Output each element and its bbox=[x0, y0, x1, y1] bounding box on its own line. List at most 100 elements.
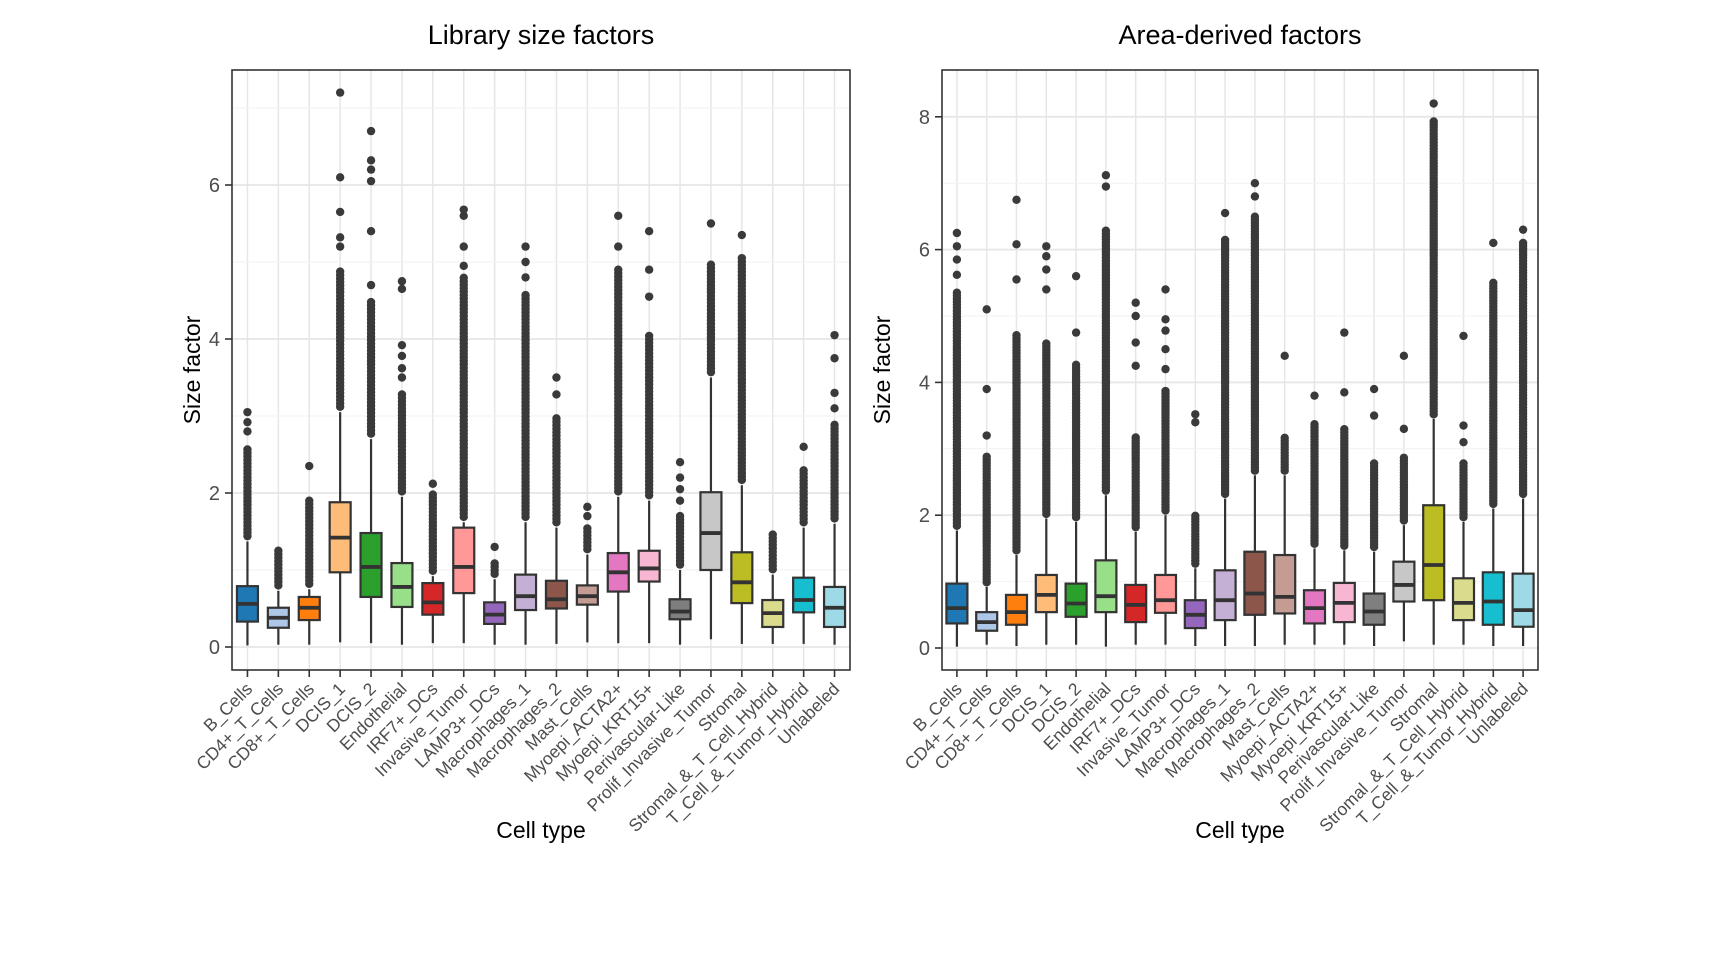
box-myoepi-krt15 bbox=[1332, 328, 1356, 645]
panel-title: Library size factors bbox=[428, 20, 655, 50]
panel-library-size-factors: 0 2 4 6 B_CellsCD4+_T_CellsCD8+_T_CellsDCIS_… bbox=[179, 20, 851, 843]
outliers-mast-cells bbox=[583, 502, 592, 554]
outliers-cd4-t-cells bbox=[274, 546, 283, 590]
outliers-t-cell-tumor-hybrid bbox=[799, 442, 808, 527]
box-irf7-dcs bbox=[1124, 298, 1148, 645]
outliers-macrophages-1 bbox=[521, 242, 530, 522]
box-perivascular-like bbox=[668, 458, 692, 645]
y-tick-label: 4 bbox=[919, 372, 930, 394]
outliers-prolif-invasive-tumor bbox=[706, 219, 716, 377]
box-cd4-t-cells bbox=[975, 305, 999, 645]
box-stromal bbox=[730, 230, 754, 644]
outliers-macrophages-2 bbox=[552, 373, 561, 527]
y-axis-title: Size factor bbox=[869, 315, 895, 424]
box-dcis-2 bbox=[359, 126, 383, 644]
box-t-cell-tumor-hybrid bbox=[1481, 238, 1505, 647]
box-t-cell-tumor-hybrid bbox=[792, 442, 816, 644]
y-axis-title: Size factor bbox=[179, 315, 205, 424]
box-cd4-t-cells bbox=[266, 546, 290, 645]
outliers-invasive-tumor bbox=[459, 205, 468, 522]
y-tick-label: 6 bbox=[209, 175, 220, 197]
x-axis: B_CellsCD4+_T_CellsCD8+_T_CellsDCIS_1DCI… bbox=[901, 670, 1532, 837]
outliers-stromal bbox=[1429, 99, 1438, 419]
box-dcis-1 bbox=[328, 88, 352, 643]
outliers-t-cell-tumor-hybrid bbox=[1489, 238, 1498, 509]
outliers-lamp3-dcs bbox=[490, 542, 499, 579]
box-macrophages-1 bbox=[513, 242, 538, 645]
box-myoepi-acta2 bbox=[1302, 391, 1327, 645]
box-mast-cells bbox=[575, 502, 599, 643]
gridlines bbox=[232, 70, 850, 670]
x-axis-title: Cell type bbox=[496, 817, 585, 843]
outliers-endothelial bbox=[1101, 171, 1111, 495]
outliers-endothelial bbox=[397, 277, 407, 496]
outliers-stromal-t-cell-hybrid bbox=[768, 530, 777, 574]
y-axis: 0 2 4 6 8 bbox=[919, 107, 942, 660]
outliers-invasive-tumor bbox=[1161, 285, 1170, 515]
box-dcis-2 bbox=[1064, 271, 1088, 645]
y-tick-label: 6 bbox=[919, 240, 930, 262]
panel-title: Area-derived factors bbox=[1118, 20, 1361, 50]
outliers-b-cells bbox=[243, 407, 252, 541]
box-endothelial bbox=[1094, 171, 1118, 647]
outliers-macrophages-2 bbox=[1250, 179, 1260, 475]
box-endothelial bbox=[390, 277, 414, 645]
outliers-cd8-t-cells bbox=[305, 461, 314, 589]
outliers-stromal-t-cell-hybrid bbox=[1459, 331, 1468, 522]
y-tick-label: 8 bbox=[919, 107, 930, 129]
outliers-myoepi-acta2 bbox=[1310, 391, 1319, 548]
box-stromal-t-cell-hybrid bbox=[1451, 331, 1476, 645]
outliers-lamp3-dcs bbox=[1191, 410, 1200, 568]
outliers-dcis-2 bbox=[366, 126, 376, 438]
y-axis: 0 2 4 6 bbox=[209, 175, 232, 659]
box-myoepi-krt15 bbox=[637, 227, 661, 644]
y-tick-label: 0 bbox=[919, 638, 930, 660]
box-irf7-dcs bbox=[421, 479, 445, 644]
outliers-dcis-1 bbox=[1042, 242, 1051, 519]
box-myoepi-acta2 bbox=[606, 211, 630, 644]
box-prolif-invasive-tumor bbox=[699, 219, 723, 640]
outliers-perivascular-like bbox=[1369, 384, 1379, 552]
outliers-unlabeled bbox=[830, 330, 839, 523]
outliers-myoepi-krt15 bbox=[1340, 328, 1349, 550]
box-unlabeled bbox=[1511, 225, 1535, 647]
outliers-myoepi-acta2 bbox=[614, 211, 623, 496]
box-mast-cells bbox=[1273, 351, 1297, 645]
box-perivascular-like bbox=[1362, 384, 1386, 647]
y-tick-label: 2 bbox=[919, 505, 930, 527]
outliers-irf7-dcs bbox=[428, 479, 438, 575]
outliers-b-cells bbox=[952, 228, 962, 531]
box-prolif-invasive-tumor bbox=[1392, 351, 1416, 642]
panel-border bbox=[231, 69, 851, 671]
outliers-irf7-dcs bbox=[1131, 298, 1140, 532]
outliers-myoepi-krt15 bbox=[644, 227, 654, 500]
box-lamp3-dcs bbox=[1183, 410, 1207, 647]
box-macrophages-1 bbox=[1213, 208, 1237, 647]
box-macrophages-2 bbox=[1243, 179, 1267, 647]
outliers-dcis-2 bbox=[1071, 271, 1081, 522]
box-b-cells bbox=[235, 407, 260, 646]
box-unlabeled bbox=[822, 330, 847, 645]
outliers-mast-cells bbox=[1280, 351, 1289, 475]
outliers-macrophages-1 bbox=[1220, 208, 1230, 499]
x-axis-title: Cell type bbox=[1195, 817, 1284, 843]
outliers-unlabeled bbox=[1518, 225, 1528, 499]
box-b-cells bbox=[945, 228, 969, 647]
box-lamp3-dcs bbox=[483, 542, 507, 645]
box-dcis-1 bbox=[1034, 242, 1058, 645]
y-tick-label: 2 bbox=[209, 483, 220, 505]
y-tick-label: 0 bbox=[209, 637, 220, 659]
outliers-stromal bbox=[737, 230, 747, 485]
box-invasive-tumor bbox=[1153, 285, 1178, 645]
y-tick-label: 4 bbox=[209, 329, 220, 351]
box-cd8-t-cells bbox=[1004, 195, 1029, 647]
outliers-prolif-invasive-tumor bbox=[1399, 351, 1409, 525]
box-cd8-t-cells bbox=[297, 461, 321, 645]
x-axis: B_CellsCD4+_T_CellsCD8+_T_CellsDCIS_1DCI… bbox=[192, 670, 843, 837]
outliers-perivascular-like bbox=[675, 458, 685, 569]
outliers-cd8-t-cells bbox=[1012, 195, 1021, 555]
gridlines bbox=[942, 70, 1538, 670]
outliers-dcis-1 bbox=[335, 88, 345, 411]
